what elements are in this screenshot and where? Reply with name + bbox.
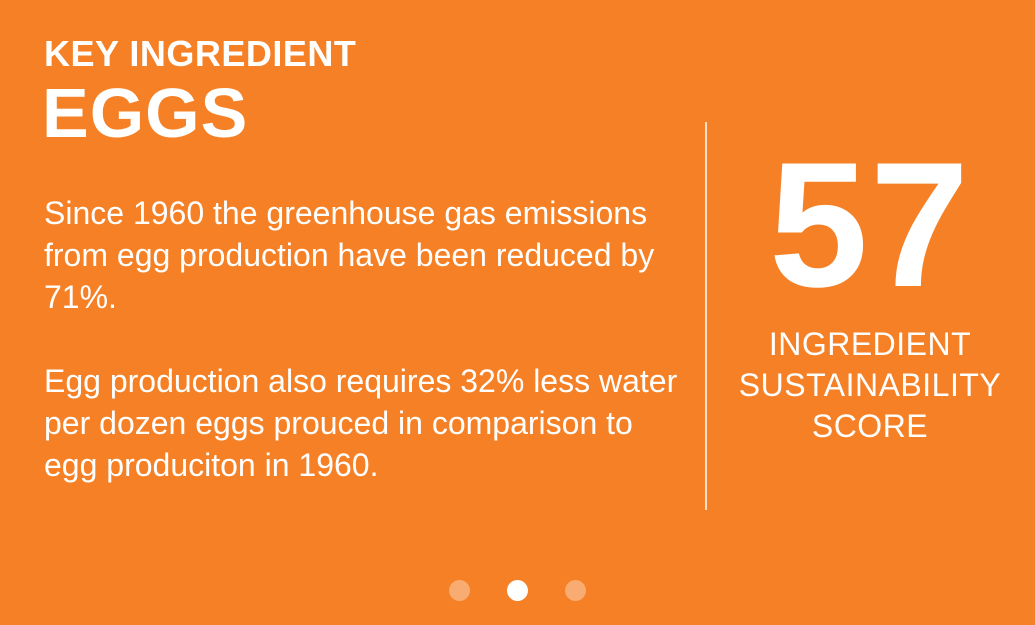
- emissions-paragraph: Since 1960 the greenhouse gas emissions …: [44, 195, 655, 315]
- carousel-dot-1[interactable]: [449, 580, 470, 601]
- score-label-line: SCORE: [811, 408, 929, 444]
- sustainability-score-label: INGREDIENT SUSTAINABILITY SCORE: [710, 324, 1030, 447]
- carousel-pagination: [0, 580, 1035, 601]
- score-panel: 57 INGREDIENT SUSTAINABILITY SCORE: [710, 130, 1030, 447]
- score-label-line: SUSTAINABILITY: [738, 367, 1002, 403]
- vertical-divider: [705, 122, 707, 510]
- score-label-line: INGREDIENT: [768, 326, 972, 362]
- sustainability-score-value: 57: [769, 125, 971, 324]
- carousel-dot-2[interactable]: [507, 580, 528, 601]
- carousel-dot-3[interactable]: [565, 580, 586, 601]
- slide-kicker: KEY INGREDIENT: [44, 33, 357, 74]
- slide-title: EGGS: [42, 74, 249, 152]
- water-paragraph: Egg production also requires 32% less wa…: [44, 363, 678, 483]
